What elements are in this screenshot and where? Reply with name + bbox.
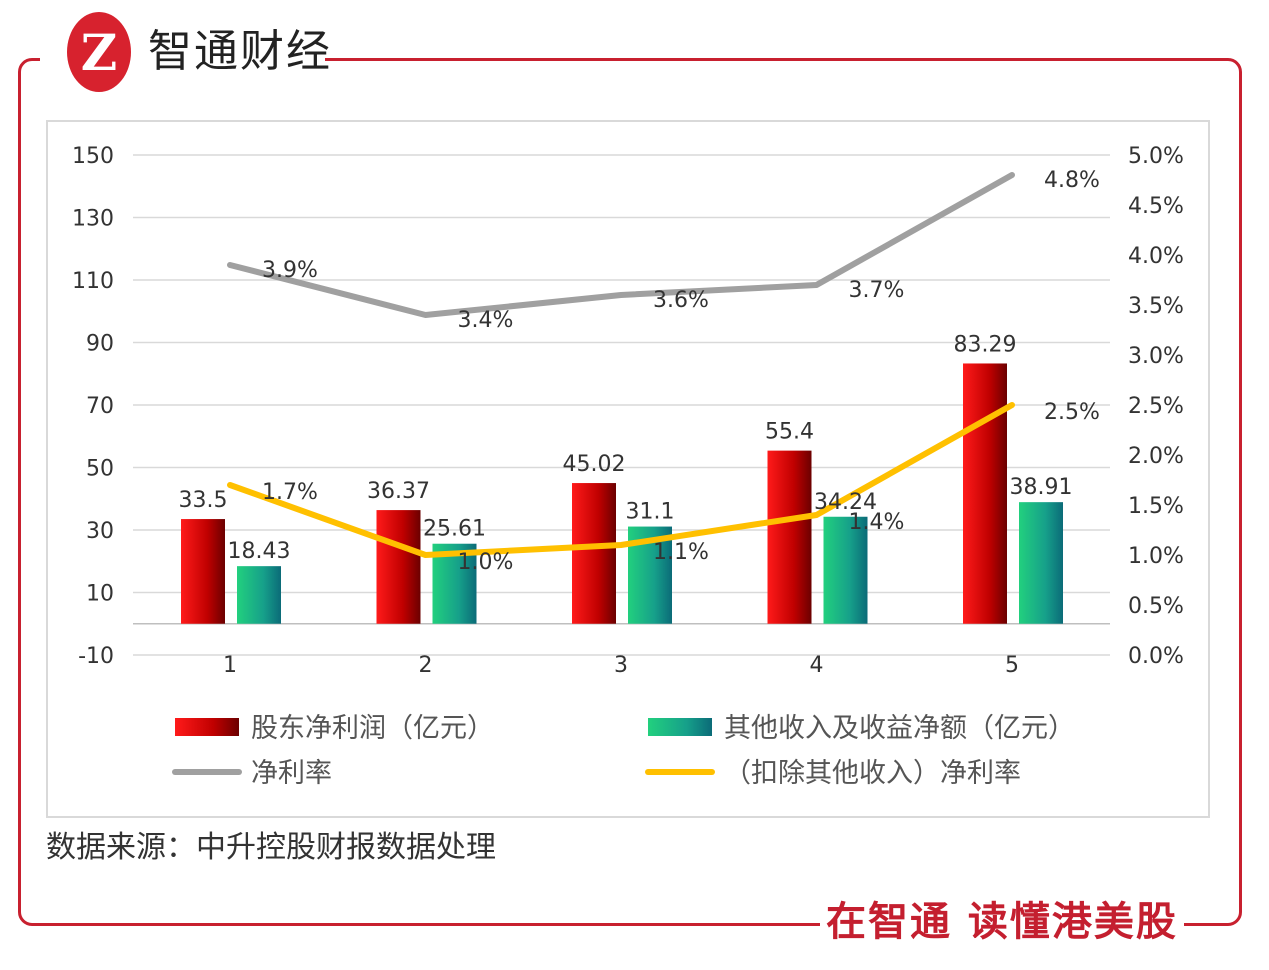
legend-label: 股东净利润（亿元） [251, 713, 494, 744]
bar-label: 55.4 [765, 420, 814, 445]
line-label: 4.8% [1044, 168, 1100, 193]
bar-label: 31.1 [626, 500, 675, 525]
line-label: 2.5% [1044, 400, 1100, 425]
line-label: 3.9% [262, 258, 318, 283]
x-tick: 5 [1005, 653, 1019, 678]
chart-panel [46, 120, 1210, 818]
y-right-tick: 2.0% [1128, 444, 1184, 469]
y-right-tick: 1.0% [1128, 544, 1184, 569]
bar-label: 34.24 [814, 490, 877, 515]
legend-swatch [648, 718, 712, 736]
y-right-tick: 5.0% [1128, 144, 1184, 169]
y-right-tick: 3.5% [1128, 294, 1184, 319]
y-left-tick: 70 [86, 394, 114, 419]
net-profit-bar [376, 510, 421, 624]
line-label: 3.6% [653, 288, 709, 313]
y-left-tick: 150 [72, 144, 114, 169]
y-right-tick: 2.5% [1128, 394, 1184, 419]
y-left-tick: 90 [86, 332, 114, 357]
y-left-tick: 110 [72, 269, 114, 294]
legend-label: 净利率 [251, 758, 332, 789]
net-profit-bar [963, 363, 1007, 624]
y-right-tick: 0.5% [1128, 594, 1184, 619]
line-label: 3.4% [458, 308, 514, 333]
net-profit-bar [767, 450, 812, 624]
y-left-tick: 50 [86, 457, 114, 482]
bar-label: 83.29 [954, 332, 1017, 357]
other-income-bar [1019, 502, 1063, 624]
other-income-bar [237, 566, 281, 624]
line-label: 1.7% [262, 480, 318, 505]
net-profit-bar [572, 483, 616, 624]
y-left-tick: 30 [86, 519, 114, 544]
line-label: 1.1% [653, 540, 709, 565]
x-tick: 2 [419, 653, 433, 678]
y-left-tick: 130 [72, 207, 114, 232]
y-right-tick: 4.5% [1128, 194, 1184, 219]
legend-label: 其他收入及收益净额（亿元） [724, 713, 1075, 744]
y-right-tick: 4.0% [1128, 244, 1184, 269]
bar-label: 38.91 [1010, 475, 1073, 500]
bar-label: 45.02 [563, 452, 626, 477]
frame-border [18, 58, 1242, 926]
x-tick: 3 [614, 653, 628, 678]
adjusted-net-margin-line [227, 402, 1015, 558]
line-label: 1.0% [458, 550, 514, 575]
net-profit-bar [181, 519, 225, 624]
other-income-bar [823, 516, 868, 624]
bar-label: 33.5 [179, 488, 228, 513]
y-right-tick: 1.5% [1128, 494, 1184, 519]
net-margin-line [227, 172, 1015, 318]
line-label: 3.7% [849, 278, 905, 303]
y-right-tick: 0.0% [1128, 644, 1184, 669]
bar-label: 18.43 [228, 539, 291, 564]
x-tick: 1 [223, 653, 237, 678]
slogan: 在智通 读懂港美股 [820, 898, 1184, 946]
y-left-tick: 10 [86, 582, 114, 607]
line-label: 1.4% [849, 510, 905, 535]
brand-name: 智通财经 [148, 26, 332, 77]
data-source: 数据来源：中升控股财报数据处理 [46, 830, 496, 865]
legend-swatch [175, 718, 239, 736]
bar-label: 25.61 [423, 517, 486, 542]
x-tick: 4 [810, 653, 824, 678]
logo-icon: Z [67, 12, 131, 92]
bar-label: 36.37 [367, 479, 430, 504]
legend-label: （扣除其他收入）净利率 [724, 758, 1021, 789]
y-left-tick: -10 [78, 644, 114, 669]
y-right-tick: 3.0% [1128, 344, 1184, 369]
